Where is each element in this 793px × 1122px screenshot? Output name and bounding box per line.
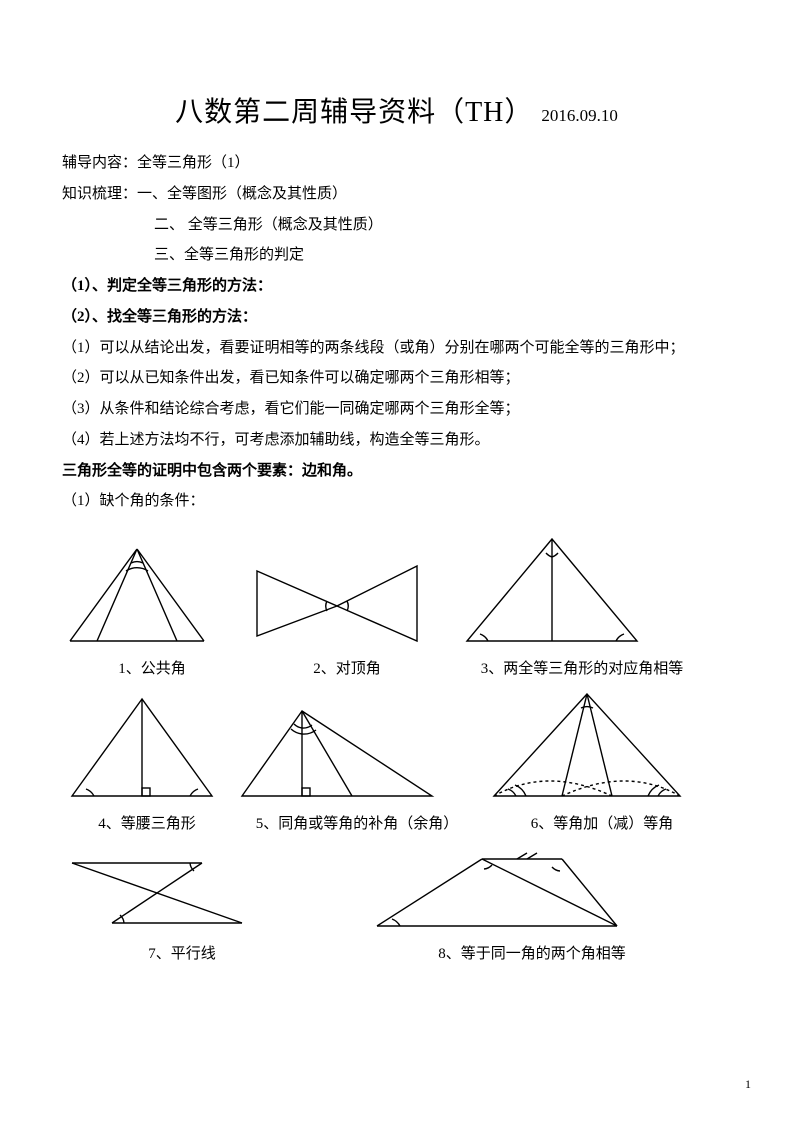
figure-3: 3、两全等三角形的对应角相等	[452, 531, 712, 678]
method-2: （2）可以从已知条件出发，看已知条件可以确定哪两个三角形相等；	[62, 363, 731, 394]
figure-1: 1、公共角	[62, 541, 242, 678]
method-4: （4）若上述方法均不行，可考虑添加辅助线，构造全等三角形。	[62, 425, 731, 456]
figure-row-1: 1、公共角 2、对顶角	[62, 531, 731, 678]
figure-5-label: 5、同角或等角的补角（余角）	[232, 812, 482, 833]
outline-2: 二、 全等三角形（概念及其性质）	[62, 210, 731, 241]
equal-to-same-angle-diagram	[362, 841, 632, 936]
title-line: 八数第二周辅导资料（TH） 2016.09.10	[62, 90, 731, 130]
topic-line: 辅导内容：全等三角形（1）	[62, 148, 731, 179]
figure-2-label: 2、对顶角	[242, 657, 452, 678]
figure-row-2: 4、等腰三角形 5、同角或等角的补角（余角）	[62, 686, 731, 833]
figure-7-label: 7、平行线	[62, 942, 302, 963]
page-number: 1	[745, 1077, 751, 1092]
figure-2: 2、对顶角	[242, 551, 452, 678]
method-1: （1）可以从结论出发，看要证明相等的两条线段（或角）分别在哪两个可能全等的三角形…	[62, 333, 731, 364]
figure-4: 4、等腰三角形	[62, 691, 232, 833]
elements-line: 三角形全等的证明中包含两个要素：边和角。	[62, 456, 731, 487]
angle-add-sub-diagram	[482, 686, 692, 806]
outline-3: 三、全等三角形的判定	[62, 240, 731, 271]
figure-row-3: 7、平行线 8、等于同一角的两个角相等	[62, 841, 731, 963]
figure-5: 5、同角或等角的补角（余角）	[232, 701, 482, 833]
figure-1-label: 1、公共角	[62, 657, 242, 678]
figure-4-label: 4、等腰三角形	[62, 812, 232, 833]
supplement-angle-diagram	[232, 701, 442, 806]
parallel-lines-diagram	[62, 851, 252, 936]
title-date: 2016.09.10	[541, 106, 618, 125]
section-2-heading: （2）、找全等三角形的方法：	[62, 302, 731, 333]
figure-6: 6、等角加（减）等角	[482, 686, 722, 833]
method-3: （3）从条件和结论综合考虑，看它们能一同确定哪两个三角形全等；	[62, 394, 731, 425]
figure-3-label: 3、两全等三角形的对应角相等	[452, 657, 712, 678]
common-angle-diagram	[62, 541, 212, 651]
vertical-angle-diagram	[242, 551, 432, 651]
figure-6-label: 6、等角加（减）等角	[482, 812, 722, 833]
main-title: 八数第二周辅导资料（TH）	[175, 97, 533, 128]
figure-8: 8、等于同一角的两个角相等	[362, 841, 702, 963]
corresponding-angles-diagram	[452, 531, 652, 651]
isosceles-diagram	[62, 691, 222, 806]
missing-angle-line: （1）缺个角的条件：	[62, 486, 731, 517]
section-1-heading: （1）、判定全等三角形的方法：	[62, 271, 731, 302]
figure-8-label: 8、等于同一角的两个角相等	[362, 942, 702, 963]
outline-1: 知识梳理：一、全等图形（概念及其性质）	[62, 179, 731, 210]
figure-7: 7、平行线	[62, 851, 302, 963]
page: 八数第二周辅导资料（TH） 2016.09.10 辅导内容：全等三角形（1） 知…	[0, 0, 793, 1122]
